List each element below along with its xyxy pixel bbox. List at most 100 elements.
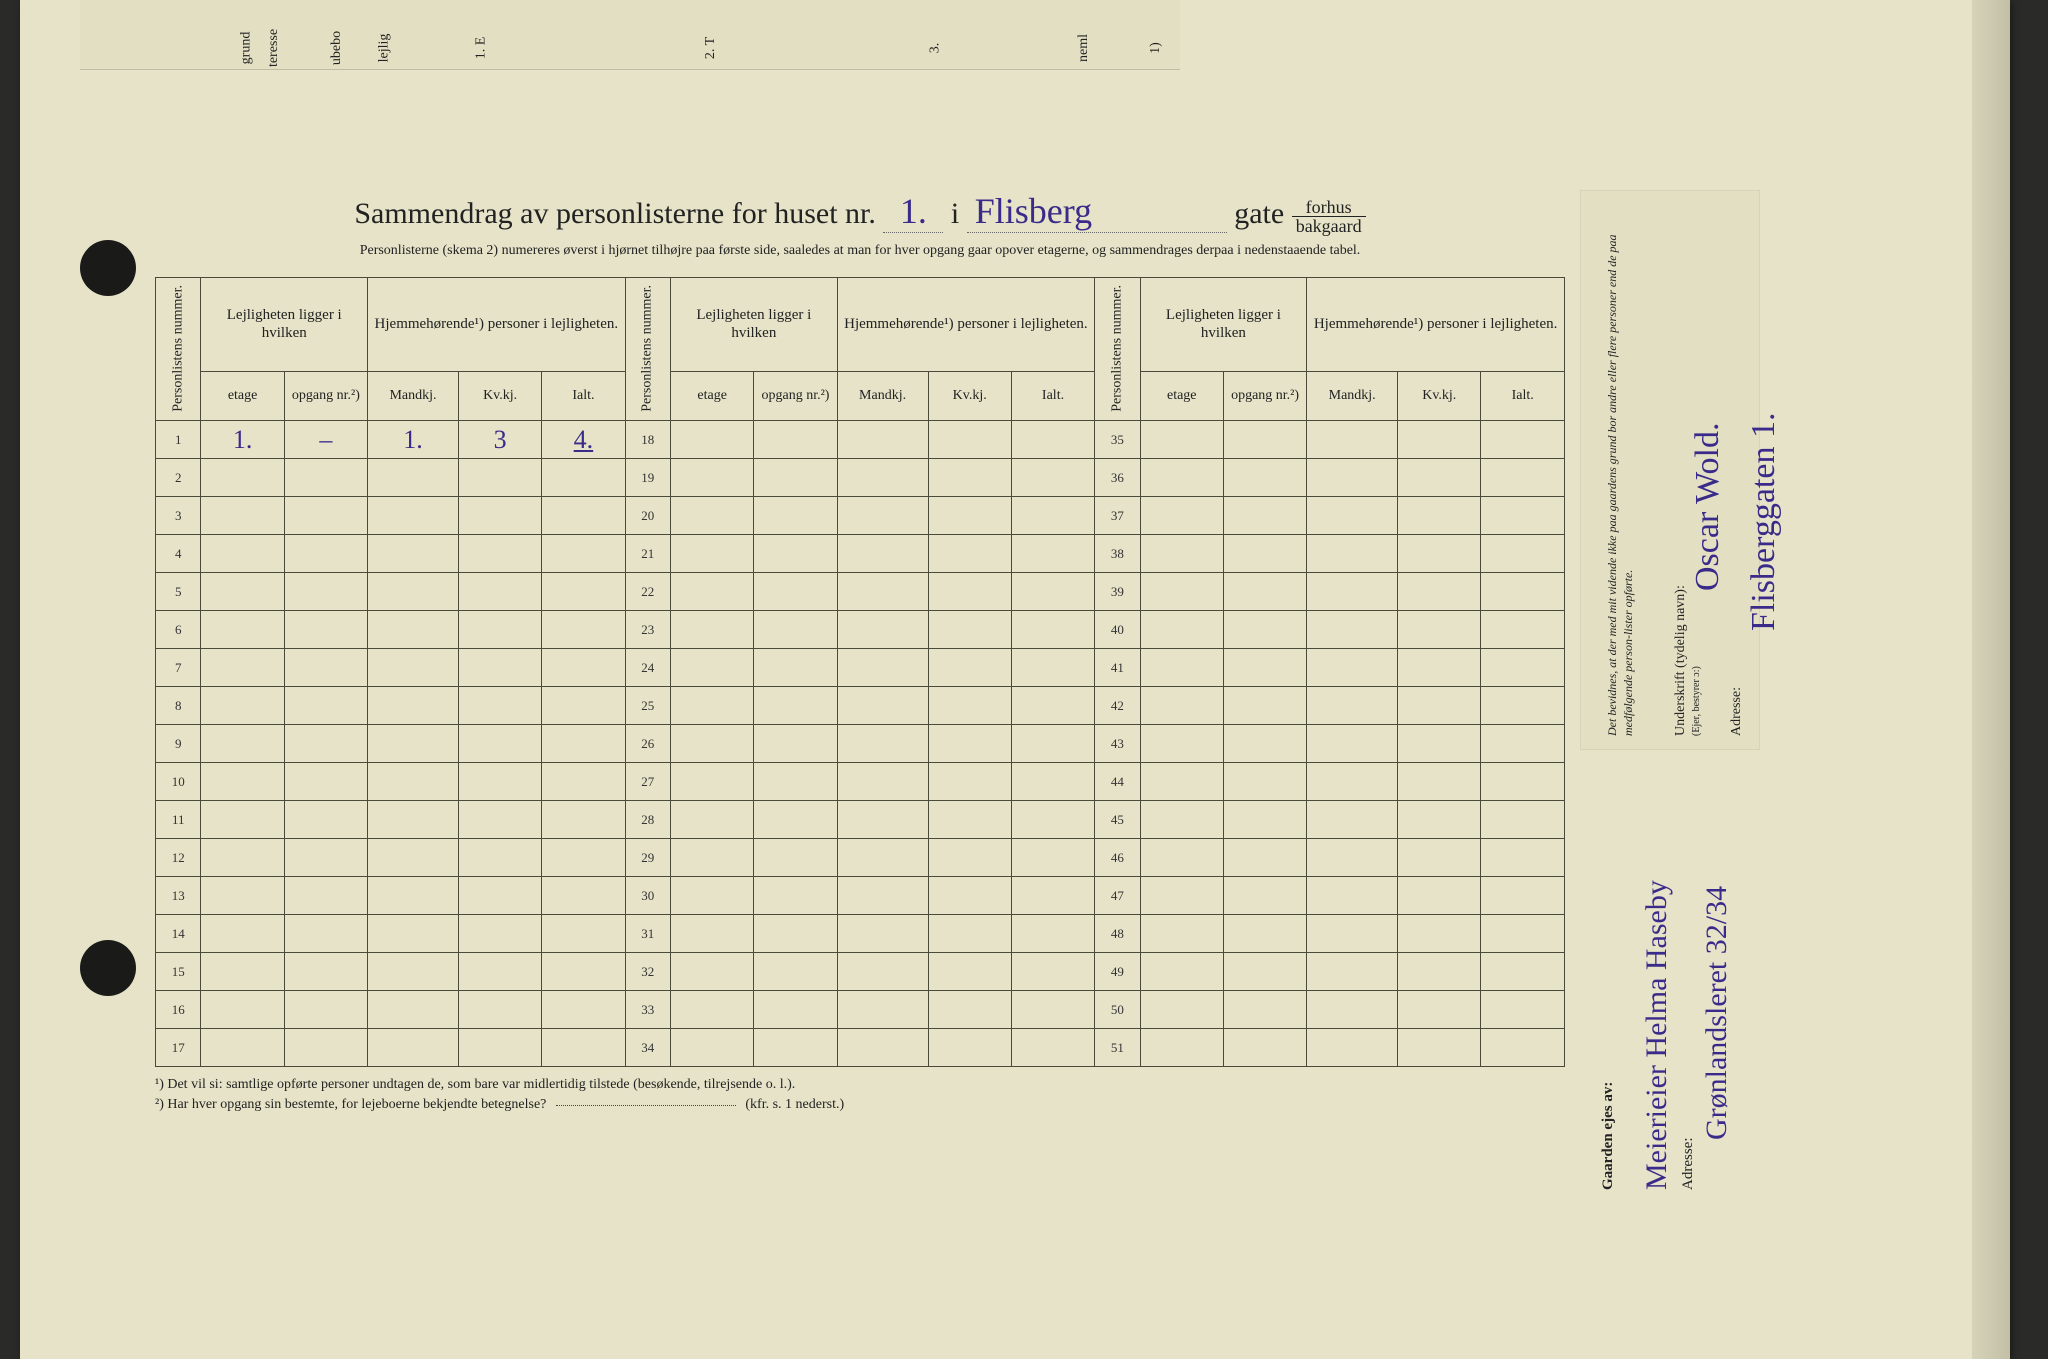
cell-ialt <box>1481 763 1565 801</box>
cell-opgang <box>284 535 367 573</box>
cell-mandkj <box>837 459 928 497</box>
cell-mandkj: 1. <box>368 421 459 459</box>
cell-opgang <box>754 687 837 725</box>
cell-etage <box>1140 953 1223 991</box>
row-number: 13 <box>156 877 201 915</box>
table-row: 92643 <box>156 725 1565 763</box>
cell-ialt <box>1011 801 1094 839</box>
cell-etage <box>201 839 284 877</box>
cell-kvkj <box>1398 877 1481 915</box>
cell-mandkj <box>368 839 459 877</box>
col-lejlighet: Lejligheten ligger i hvilken <box>671 277 838 371</box>
cell-opgang <box>754 535 837 573</box>
underskrift-label: Underskrift (tydelig navn): <box>1673 585 1689 736</box>
cell-opgang <box>754 725 837 763</box>
cell-opgang <box>1223 801 1306 839</box>
table-row: 122946 <box>156 839 1565 877</box>
attestation-text: Det bevidnes, at der med mit vidende ikk… <box>1605 196 1636 736</box>
cell-mandkj <box>837 763 928 801</box>
cell-ialt <box>1481 1029 1565 1067</box>
cell-opgang <box>754 915 837 953</box>
cell-ialt <box>1481 611 1565 649</box>
owner-name: Meierieier Helma Haseby <box>1640 880 1674 1190</box>
cell-mandkj <box>368 535 459 573</box>
table-row: 62340 <box>156 611 1565 649</box>
cell-ialt <box>542 497 625 535</box>
cell-kvkj <box>458 839 541 877</box>
cell-opgang <box>284 839 367 877</box>
row-number: 28 <box>625 801 670 839</box>
cell-etage <box>201 573 284 611</box>
cell-mandkj <box>1307 497 1398 535</box>
cell-mandkj <box>368 497 459 535</box>
owner-adresse-value: Grønlandsleret 32/34 <box>1700 886 1734 1140</box>
row-number: 43 <box>1095 725 1140 763</box>
cell-ialt <box>542 839 625 877</box>
cell-etage <box>1140 497 1223 535</box>
cell-opgang <box>284 877 367 915</box>
col-etage: etage <box>671 371 754 421</box>
cell-kvkj <box>928 801 1011 839</box>
frag-label: neml <box>1076 34 1092 62</box>
cell-kvkj <box>928 915 1011 953</box>
cell-mandkj <box>837 877 928 915</box>
cell-etage <box>201 459 284 497</box>
cell-etage <box>1140 421 1223 459</box>
row-number: 39 <box>1095 573 1140 611</box>
cell-kvkj <box>1398 535 1481 573</box>
cell-etage <box>1140 915 1223 953</box>
form-subtitle: Personlisterne (skema 2) numereres øvers… <box>155 243 1565 259</box>
row-number: 40 <box>1095 611 1140 649</box>
cell-mandkj <box>837 953 928 991</box>
cell-etage <box>671 725 754 763</box>
handwritten-value: 3 <box>494 425 507 454</box>
cell-ialt <box>1011 839 1094 877</box>
col-personlistens: Personlistens nummer. <box>1095 277 1140 421</box>
row-number: 7 <box>156 649 201 687</box>
table-row: 102744 <box>156 763 1565 801</box>
frag-label: grund <box>238 32 254 65</box>
cell-ialt <box>542 877 625 915</box>
cell-kvkj <box>928 421 1011 459</box>
cell-mandkj <box>837 535 928 573</box>
cell-kvkj <box>928 573 1011 611</box>
cell-ialt <box>1481 801 1565 839</box>
cell-etage <box>201 649 284 687</box>
cell-mandkj <box>837 573 928 611</box>
cell-mandkj <box>1307 687 1398 725</box>
cell-etage <box>201 535 284 573</box>
cell-kvkj <box>1398 801 1481 839</box>
col-kvkj: Kv.kj. <box>1398 371 1481 421</box>
cell-mandkj <box>368 1029 459 1067</box>
cell-kvkj <box>1398 1029 1481 1067</box>
cell-ialt <box>1481 877 1565 915</box>
cell-mandkj <box>368 801 459 839</box>
street-name-field: Flisberg <box>967 190 1227 233</box>
cell-mandkj <box>1307 573 1398 611</box>
footnote-2-prefix: ²) Har hver opgang sin bestemte, for lej… <box>155 1097 546 1112</box>
handwritten-value: 4. <box>574 425 594 454</box>
table-row: 72441 <box>156 649 1565 687</box>
cell-kvkj <box>928 1029 1011 1067</box>
row-number: 14 <box>156 915 201 953</box>
cell-etage <box>1140 1029 1223 1067</box>
cell-mandkj <box>1307 991 1398 1029</box>
cell-kvkj <box>1398 915 1481 953</box>
cell-mandkj <box>1307 725 1398 763</box>
cell-opgang <box>1223 649 1306 687</box>
cell-ialt <box>1481 573 1565 611</box>
table-body: 11.–1.34.1835219363203742138522396234072… <box>156 421 1565 1067</box>
col-opgang: opgang nr.²) <box>754 371 837 421</box>
row-number: 24 <box>625 649 670 687</box>
cell-ialt <box>1011 1029 1094 1067</box>
cell-kvkj <box>1398 497 1481 535</box>
cell-ialt <box>1011 763 1094 801</box>
cell-ialt <box>1011 877 1094 915</box>
row-number: 20 <box>625 497 670 535</box>
forhus-bakgaard: forhus bakgaard <box>1292 198 1366 235</box>
cell-etage <box>201 725 284 763</box>
table-row: 143148 <box>156 915 1565 953</box>
cell-mandkj <box>1307 459 1398 497</box>
owner-label: Gaarden ejes av: <box>1600 1082 1617 1190</box>
cell-opgang <box>1223 839 1306 877</box>
